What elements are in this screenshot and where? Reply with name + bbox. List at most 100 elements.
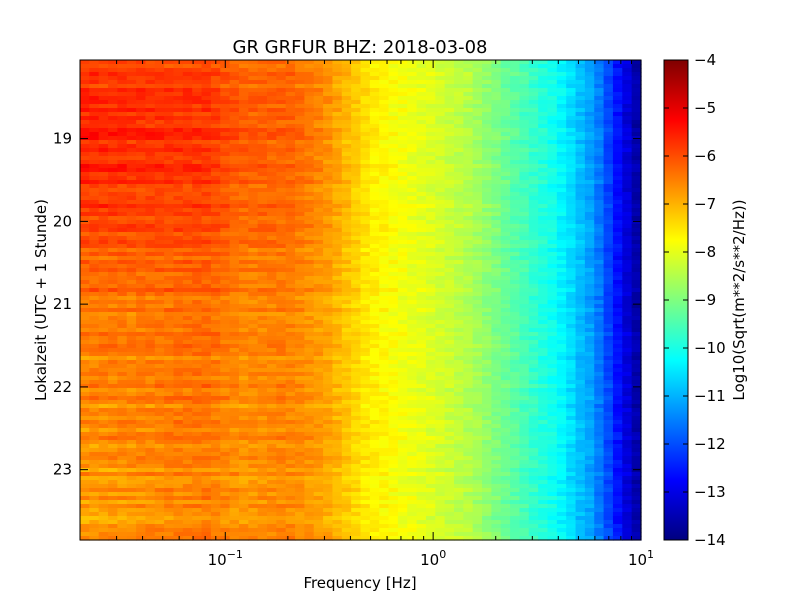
heatmap-cell — [164, 172, 175, 177]
heatmap-cell — [416, 68, 427, 73]
heatmap-cell — [332, 372, 343, 377]
heatmap-cell — [444, 184, 455, 189]
heatmap-cell — [201, 132, 212, 137]
heatmap-cell — [248, 316, 259, 321]
heatmap-cell — [192, 140, 203, 145]
heatmap-cell — [173, 196, 184, 201]
heatmap-cell — [332, 524, 343, 529]
heatmap-cell — [416, 276, 427, 281]
heatmap-cell — [295, 452, 305, 457]
heatmap-cell — [201, 420, 212, 425]
heatmap-cell — [323, 280, 334, 285]
heatmap-cell — [285, 212, 296, 217]
heatmap-cell — [145, 500, 156, 505]
heatmap-cell — [108, 116, 118, 121]
heatmap-cell — [220, 160, 231, 165]
heatmap-cell — [98, 380, 109, 385]
heatmap-cell — [416, 532, 427, 537]
heatmap-cell — [379, 220, 390, 225]
heatmap-cell — [154, 148, 165, 153]
heatmap-cell — [304, 448, 315, 453]
heatmap-cell — [192, 420, 203, 425]
heatmap-cell — [248, 452, 259, 457]
heatmap-cell — [463, 100, 474, 105]
heatmap-cell — [267, 64, 277, 69]
heatmap-cell — [323, 196, 334, 201]
heatmap-cell — [267, 416, 277, 421]
heatmap-cell — [267, 140, 277, 145]
heatmap-cell — [201, 164, 212, 169]
heatmap-cell — [379, 328, 390, 333]
heatmap-cell — [173, 468, 184, 473]
heatmap-cell — [136, 288, 147, 293]
heatmap-cell — [117, 136, 128, 141]
heatmap-cell — [276, 144, 287, 149]
heatmap-cell — [192, 116, 203, 121]
heatmap-cell — [360, 428, 371, 433]
heatmap-cell — [164, 492, 175, 497]
heatmap-cell — [276, 464, 287, 469]
heatmap-cell — [80, 288, 90, 293]
heatmap-cell — [192, 292, 203, 297]
heatmap-cell — [454, 512, 464, 517]
heatmap-cell — [295, 156, 305, 161]
heatmap-cell — [126, 296, 137, 301]
heatmap-cell — [229, 452, 240, 457]
heatmap-cell — [425, 136, 436, 141]
heatmap-cell — [313, 148, 324, 153]
heatmap-cell — [154, 528, 165, 533]
heatmap-cell — [276, 80, 287, 85]
heatmap-cell — [379, 132, 390, 137]
heatmap-cell — [295, 508, 305, 513]
heatmap-cell — [210, 428, 221, 433]
heatmap-cell — [182, 204, 193, 209]
heatmap-cell — [173, 376, 184, 381]
heatmap-cell — [285, 224, 296, 229]
heatmap-cell — [108, 500, 118, 505]
heatmap-cell — [463, 356, 474, 361]
heatmap-cell — [323, 472, 334, 477]
heatmap-cell — [192, 504, 203, 509]
heatmap-cell — [238, 108, 249, 113]
heatmap-cell — [360, 456, 371, 461]
heatmap-cell — [397, 244, 408, 249]
heatmap-cell — [201, 148, 212, 153]
heatmap-cell — [173, 144, 184, 149]
heatmap-cell — [126, 64, 137, 69]
heatmap-cell — [369, 100, 380, 105]
heatmap-cell — [388, 72, 399, 77]
heatmap-cell — [192, 80, 203, 85]
heatmap-cell — [407, 88, 418, 93]
heatmap-cell — [332, 364, 343, 369]
heatmap-cell — [267, 120, 277, 125]
heatmap-cell — [154, 188, 165, 193]
heatmap-cell — [98, 328, 109, 333]
heatmap-cell — [126, 396, 137, 401]
heatmap-cell — [182, 504, 193, 509]
heatmap-cell — [407, 320, 418, 325]
heatmap-cell — [136, 128, 147, 133]
heatmap-cell — [388, 484, 399, 489]
heatmap-cell — [407, 316, 418, 321]
heatmap-cell — [126, 236, 137, 241]
heatmap-cell — [323, 140, 334, 145]
heatmap-cell — [248, 152, 259, 157]
heatmap-cell — [117, 528, 128, 533]
heatmap-cell — [351, 472, 362, 477]
heatmap-cell — [248, 304, 259, 309]
heatmap-cell — [136, 104, 147, 109]
heatmap-cell — [313, 532, 324, 537]
heatmap-cell — [145, 300, 156, 305]
heatmap-cell — [145, 332, 156, 337]
heatmap-cell — [238, 332, 249, 337]
heatmap-cell — [313, 132, 324, 137]
heatmap-cell — [145, 524, 156, 529]
heatmap-cell — [257, 240, 268, 245]
heatmap-cell — [192, 120, 203, 125]
heatmap-cell — [126, 536, 137, 541]
heatmap-cell — [369, 220, 380, 225]
heatmap-cell — [341, 284, 352, 289]
heatmap-cell — [89, 196, 100, 201]
heatmap-cell — [98, 492, 109, 497]
heatmap-cell — [332, 72, 343, 77]
